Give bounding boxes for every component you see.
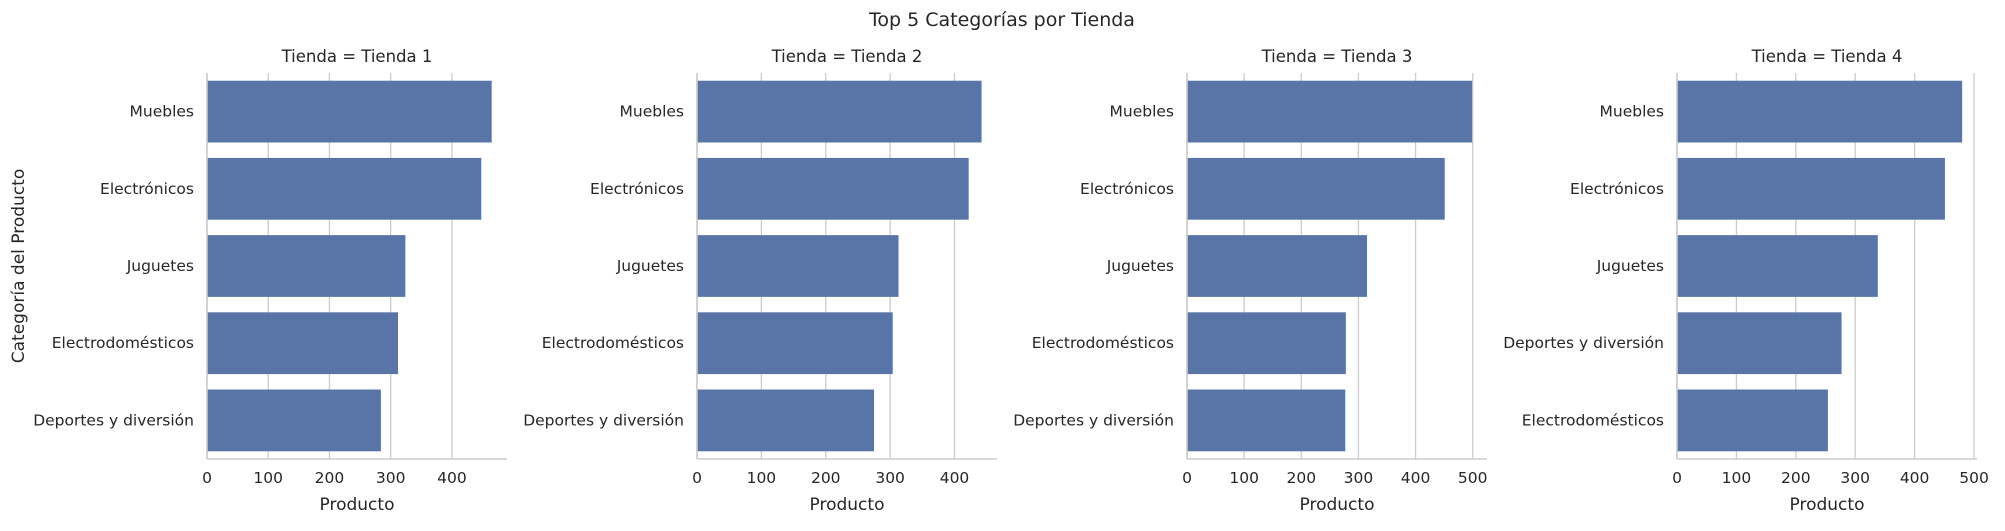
panel-title: Tienda = Tienda 3 (1261, 47, 1413, 66)
y-axis-label: Categoría del Producto (9, 169, 29, 363)
x-tick-label: 500 (1959, 469, 1989, 487)
panel-4: Muebles Electrónicos Juguetes Deportes y di… (1503, 47, 1989, 515)
x-tick-label: 200 (315, 469, 345, 487)
category-label: Juguetes (1596, 257, 1664, 275)
x-tick-label: 300 (376, 469, 406, 487)
x-tick-label: 500 (1458, 469, 1488, 487)
bar-4-2 (1677, 157, 1945, 220)
bar-1-2 (207, 157, 482, 220)
category-label: Muebles (620, 103, 685, 121)
bar-3-4 (1187, 312, 1346, 375)
x-tick-label: 0 (692, 469, 702, 487)
category-label: Electrónicos (1080, 180, 1174, 198)
panel-title: Tienda = Tienda 1 (281, 47, 433, 66)
bar-4-4 (1677, 312, 1842, 375)
x-tick-label: 300 (875, 469, 905, 487)
category-label: Electrónicos (590, 180, 684, 198)
x-tick-label: 200 (1781, 469, 1811, 487)
x-tick-label: 300 (1840, 469, 1870, 487)
category-label: Muebles (130, 103, 195, 121)
bar-1-1 (207, 80, 492, 143)
x-tick-label: 300 (1344, 469, 1374, 487)
bar-3-5 (1187, 389, 1346, 452)
x-tick-label: 200 (1286, 469, 1316, 487)
category-label: Deportes y diversión (523, 411, 684, 429)
x-tick-label: 400 (940, 469, 970, 487)
category-label: Deportes y diversión (1013, 411, 1174, 429)
x-tick-label: 100 (747, 469, 777, 487)
x-tick-label: 400 (1401, 469, 1431, 487)
bar-3-3 (1187, 235, 1367, 297)
bar-2-5 (697, 389, 875, 452)
category-label: Juguetes (126, 257, 194, 275)
category-label: Electrodomésticos (542, 334, 684, 352)
panel-title: Tienda = Tienda 2 (771, 47, 923, 66)
x-tick-label: 100 (253, 469, 283, 487)
bar-4-1 (1677, 80, 1963, 143)
bar-3-2 (1187, 157, 1445, 220)
bar-4-3 (1677, 235, 1878, 297)
bar-2-4 (697, 312, 893, 375)
category-label: Electrodomésticos (52, 334, 194, 352)
category-label: Muebles (1110, 103, 1175, 121)
panel-3: Muebles Electrónicos Juguetes Electrodomést… (1013, 47, 1487, 515)
bar-2-3 (697, 235, 899, 297)
bar-1-3 (207, 235, 406, 297)
category-label: Juguetes (616, 257, 684, 275)
x-tick-label: 400 (437, 469, 467, 487)
x-axis-label: Producto (1300, 495, 1375, 515)
x-axis-label: Producto (320, 495, 395, 515)
category-label: Deportes y diversión (1503, 334, 1664, 352)
category-label: Juguetes (1106, 257, 1174, 275)
figure-title: Top 5 Categorías por Tienda (868, 9, 1135, 31)
bar-3-1 (1187, 80, 1473, 143)
panel-1: Muebles Electrónicos Juguetes Electrodomést… (9, 47, 507, 515)
x-tick-label: 100 (1722, 469, 1752, 487)
bar-1-5 (207, 389, 381, 452)
x-tick-label: 100 (1229, 469, 1259, 487)
category-label: Electrónicos (1570, 180, 1664, 198)
x-tick-label: 0 (202, 469, 212, 487)
category-label: Electrodomésticos (1522, 411, 1664, 429)
panel-2: Muebles Electrónicos Juguetes Electrodomést… (523, 47, 997, 515)
category-label: Electrodomésticos (1032, 334, 1174, 352)
bar-2-1 (697, 80, 982, 143)
x-tick-label: 0 (1182, 469, 1192, 487)
category-label: Muebles (1600, 103, 1665, 121)
category-label: Electrónicos (100, 180, 194, 198)
category-label: Deportes y diversión (33, 411, 194, 429)
x-axis-label: Producto (810, 495, 885, 515)
panel-title: Tienda = Tienda 4 (1751, 47, 1903, 66)
x-axis-label: Producto (1790, 495, 1865, 515)
bar-1-4 (207, 312, 399, 375)
x-tick-label: 400 (1900, 469, 1930, 487)
bar-4-5 (1677, 389, 1828, 452)
bar-2-2 (697, 157, 969, 220)
x-tick-label: 200 (811, 469, 841, 487)
x-tick-label: 0 (1672, 469, 1682, 487)
